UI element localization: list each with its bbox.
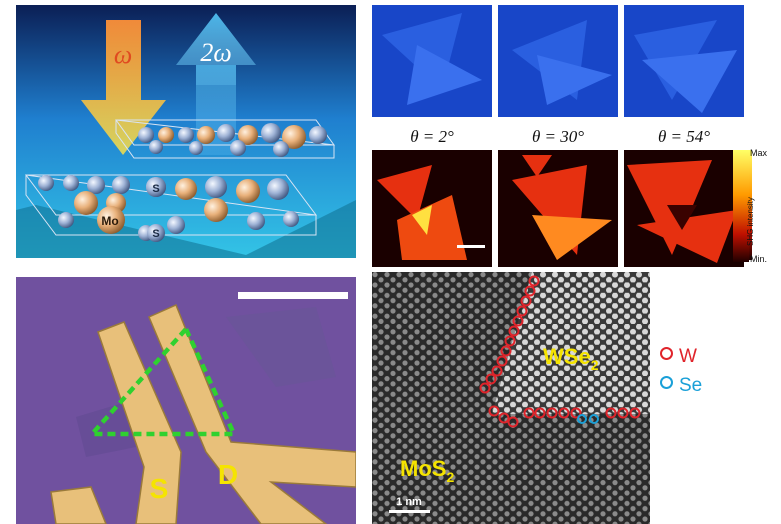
- angle-label-30deg: θ = 30°: [532, 127, 584, 146]
- legend-w-label: W: [679, 346, 697, 367]
- shg-image-2deg: [372, 150, 492, 267]
- w-atom-markers: [479, 275, 641, 428]
- s-atom-top: [146, 177, 166, 197]
- colorbar-title: SHG intensity: [746, 197, 755, 246]
- flake-outline-triangle: [86, 324, 238, 437]
- mo-atom-label: Mo: [101, 214, 118, 228]
- stem-image-figure: WSe2 MoS2 1 nm: [372, 272, 650, 524]
- mos2-label: MoS2: [400, 456, 454, 485]
- source-pad: [50, 486, 107, 524]
- optical-image-54deg: [624, 5, 744, 117]
- stem-image-panel: WSe2 MoS2 1 nm: [372, 272, 650, 524]
- wse2-label: WSe2: [543, 344, 599, 373]
- se-atom-markers: [577, 414, 599, 424]
- shg-image-54deg: [624, 150, 744, 267]
- s-atom-top-label: S: [152, 183, 159, 195]
- s-atom-bottom-label: S: [152, 228, 159, 240]
- shg-scale-bar: [457, 245, 485, 248]
- two-omega-label: 2ω: [200, 38, 231, 67]
- shg-colorbar-labels: Max Min. SHG intensity: [728, 148, 778, 270]
- s-atom-bottom: [147, 224, 165, 242]
- wse2-region: [492, 272, 650, 414]
- source-label: S: [150, 473, 169, 504]
- upper-layer-atoms: [138, 123, 327, 157]
- optical-image-2deg: [372, 5, 492, 117]
- colorbar-max-label: Max: [750, 148, 768, 158]
- optical-image-30deg: [498, 5, 618, 117]
- angle-label-54deg: θ = 54°: [658, 127, 710, 146]
- legend-w: W: [660, 346, 697, 368]
- bilayer-schematic-panel: ω 2ω: [16, 5, 356, 258]
- stem-scale-bar-label: 1 nm: [396, 496, 422, 508]
- legend-se: Se: [660, 375, 702, 397]
- shg-colorbar-fill: [733, 150, 749, 262]
- shg-images-figure: θ = 2° θ = 30° θ = 54°: [372, 5, 752, 267]
- w-ring-icon: [660, 347, 673, 361]
- shg-image-30deg: [498, 150, 618, 267]
- bilayer-schematic-figure: ω 2ω: [16, 5, 356, 258]
- se-ring-icon: [660, 376, 673, 390]
- angle-label-2deg: θ = 2°: [410, 127, 454, 146]
- omega-arrow: [81, 20, 166, 155]
- device-image-figure: S D: [16, 277, 356, 524]
- mo-atom: [97, 206, 125, 234]
- shg-colorbar: [748, 150, 752, 260]
- lower-layer-atoms: [38, 175, 299, 241]
- device-image-panel: S D: [16, 277, 356, 524]
- shg-images-panel: θ = 2° θ = 30° θ = 54°: [372, 5, 752, 267]
- device-scale-bar: [238, 292, 348, 299]
- omega-label: ω: [114, 40, 132, 69]
- drain-electrode: [148, 303, 356, 524]
- colorbar-min-label: Min.: [750, 254, 768, 264]
- source-electrode: [97, 321, 182, 524]
- stem-scale-bar: [389, 510, 430, 513]
- legend-se-label: Se: [679, 375, 703, 396]
- drain-label: D: [218, 459, 238, 490]
